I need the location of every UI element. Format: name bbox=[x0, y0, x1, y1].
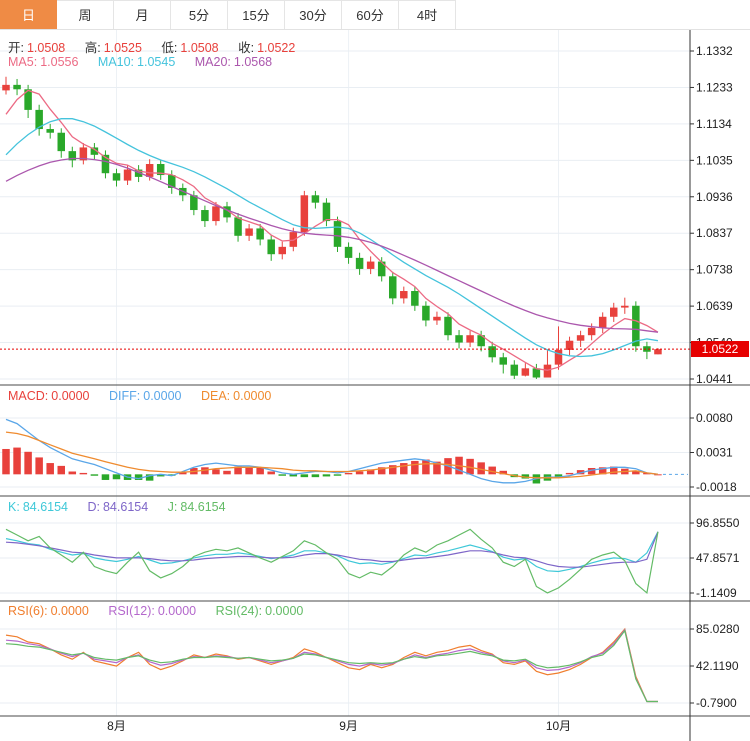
rsi12-value: 0.0000 bbox=[157, 604, 197, 618]
diff-label: DIFF: bbox=[109, 389, 141, 403]
kdj-readout: K: 84.6154 D: 84.6154 J: 84.6154 bbox=[8, 500, 242, 514]
rsi6-value: 0.0000 bbox=[50, 604, 89, 618]
svg-text:85.0280: 85.0280 bbox=[696, 622, 740, 636]
tab-4hour[interactable]: 4时 bbox=[399, 0, 456, 29]
close-label: 收: bbox=[238, 41, 255, 55]
svg-text:1.0837: 1.0837 bbox=[696, 226, 733, 240]
macd-readout: MACD: 0.0000 DIFF: 0.0000 DEA: 0.0000 bbox=[8, 389, 287, 403]
rsi12-label: RSI(12): bbox=[108, 604, 155, 618]
svg-text:8月: 8月 bbox=[107, 719, 126, 733]
svg-text:0.0031: 0.0031 bbox=[696, 446, 733, 460]
tab-month[interactable]: 月 bbox=[114, 0, 171, 29]
svg-text:-1.1409: -1.1409 bbox=[696, 586, 737, 600]
d-value: 84.6154 bbox=[102, 500, 149, 514]
ma5-value: 1.0556 bbox=[40, 55, 79, 69]
svg-text:1.1035: 1.1035 bbox=[696, 153, 733, 167]
ma-readout: MA5: 1.0556 MA10: 1.0545 MA20: 1.0568 bbox=[8, 55, 288, 69]
diff-value: 0.0000 bbox=[143, 389, 182, 403]
close-value: 1.0522 bbox=[257, 41, 296, 55]
rsi24-value: 0.0000 bbox=[265, 604, 304, 618]
svg-text:-0.7900: -0.7900 bbox=[696, 696, 737, 710]
svg-text:47.8571: 47.8571 bbox=[696, 551, 740, 565]
ma5-label: MA5: bbox=[8, 55, 38, 69]
rsi6-label: RSI(6): bbox=[8, 604, 48, 618]
macd-value: 0.0000 bbox=[51, 389, 90, 403]
svg-text:1.1233: 1.1233 bbox=[696, 80, 733, 94]
svg-text:1.1332: 1.1332 bbox=[696, 44, 733, 58]
tab-30min[interactable]: 30分 bbox=[285, 0, 342, 29]
svg-text:42.1190: 42.1190 bbox=[696, 659, 739, 673]
svg-text:1.0441: 1.0441 bbox=[696, 372, 733, 386]
rsi-readout: RSI(6): 0.0000 RSI(12): 0.0000 RSI(24): 0.0… bbox=[8, 604, 319, 618]
low-label: 低: bbox=[161, 41, 178, 55]
svg-text:9月: 9月 bbox=[339, 719, 358, 733]
open-value: 1.0508 bbox=[26, 41, 66, 55]
ma10-value: 1.0545 bbox=[137, 55, 176, 69]
svg-text:1.1134: 1.1134 bbox=[696, 117, 732, 131]
k-label: K: bbox=[8, 500, 20, 514]
period-tabbar: 日 周 月 5分 15分 30分 60分 4时 bbox=[0, 0, 750, 30]
tab-60min[interactable]: 60分 bbox=[342, 0, 399, 29]
k-value: 84.6154 bbox=[22, 500, 68, 514]
dea-value: 0.0000 bbox=[233, 389, 272, 403]
svg-text:96.8550: 96.8550 bbox=[696, 516, 740, 530]
j-label: J: bbox=[167, 500, 178, 514]
ma20-value: 1.0568 bbox=[233, 55, 273, 69]
ma10-label: MA10: bbox=[97, 55, 135, 69]
svg-text:1.0936: 1.0936 bbox=[696, 190, 733, 204]
svg-text:1.0738: 1.0738 bbox=[696, 263, 733, 277]
j-value: 84.6154 bbox=[180, 500, 226, 514]
ma20-label: MA20: bbox=[194, 55, 231, 69]
low-value: 1.0508 bbox=[180, 41, 219, 55]
rsi24-label: RSI(24): bbox=[215, 604, 263, 618]
svg-text:1.0639: 1.0639 bbox=[696, 299, 733, 313]
tab-day[interactable]: 日 bbox=[0, 0, 57, 29]
last-price-tag: 1.0522 bbox=[691, 341, 749, 358]
svg-text:10月: 10月 bbox=[546, 719, 571, 733]
dea-label: DEA: bbox=[200, 389, 231, 403]
high-label: 高: bbox=[84, 41, 101, 55]
d-label: D: bbox=[87, 500, 100, 514]
high-value: 1.0525 bbox=[103, 41, 142, 55]
tab-5min[interactable]: 5分 bbox=[171, 0, 228, 29]
svg-text:0.0080: 0.0080 bbox=[696, 411, 733, 425]
tab-week[interactable]: 周 bbox=[57, 0, 114, 29]
ohlc-readout: 开: 1.0508 高: 1.0525 低: 1.0508 收: 1.0522 bbox=[8, 37, 311, 56]
svg-text:-0.0018: -0.0018 bbox=[696, 480, 737, 494]
tab-15min[interactable]: 15分 bbox=[228, 0, 285, 29]
open-label: 开: bbox=[8, 41, 24, 55]
macd-label: MACD: bbox=[8, 389, 49, 403]
